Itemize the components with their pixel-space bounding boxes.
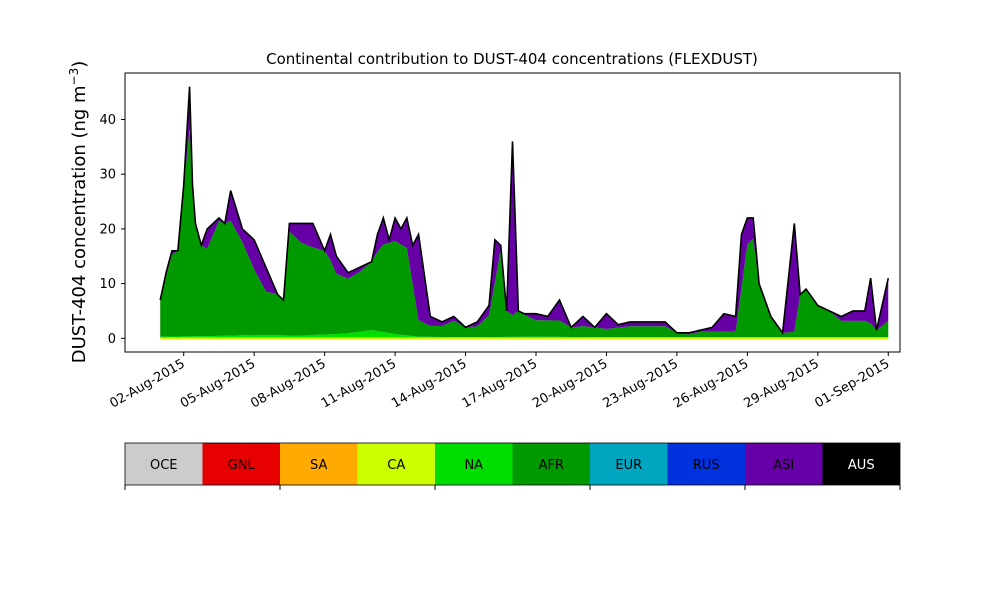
x-tick-label: 11-Aug-2015: [319, 356, 399, 411]
x-tick-label: 08-Aug-2015: [248, 356, 328, 411]
area-series-asi: [160, 86, 889, 335]
x-tick-label: 29-Aug-2015: [741, 356, 821, 411]
legend-swatch-gnl: [202, 443, 280, 485]
legend-swatch-afr: [512, 443, 590, 485]
plot-area: [159, 86, 890, 340]
legend-swatch-asi: [745, 443, 823, 485]
y-tick-label: 30: [99, 168, 116, 183]
x-tick-label: 23-Aug-2015: [601, 356, 681, 411]
y-tick-label: 20: [99, 222, 116, 237]
x-tick-label: 14-Aug-2015: [389, 356, 469, 411]
y-axis-label-exponent: −3: [67, 68, 81, 86]
legend-label-na: NA: [464, 458, 483, 473]
x-tick-label: 01-Sep-2015: [812, 356, 892, 411]
legend-swatch-rus: [667, 443, 745, 485]
legend-swatch-ca: [357, 443, 435, 485]
legend: OCE GNL SA CA NA AFR EUR RUS ASI AUS: [124, 442, 901, 490]
y-axis-label: DUST-404 concentration (ng m−3): [67, 61, 90, 364]
y-axis: 0 10 20 30 40: [99, 113, 125, 347]
x-tick-label: 05-Aug-2015: [178, 356, 258, 411]
legend-label-afr: AFR: [539, 458, 564, 473]
axes-frame: [124, 72, 901, 353]
area-series-na: [160, 330, 889, 339]
y-tick-label: 40: [99, 113, 116, 128]
legend-label-eur: EUR: [615, 458, 642, 473]
chart-title: Continental contribution to DUST-404 con…: [266, 50, 758, 68]
legend-swatch-sa: [280, 443, 358, 485]
legend-label-aus: AUS: [848, 458, 875, 473]
legend-label-ca: CA: [387, 458, 405, 473]
x-tick-label: 20-Aug-2015: [530, 356, 610, 411]
legend-label-sa: SA: [310, 458, 327, 473]
x-tick-label: 17-Aug-2015: [460, 356, 540, 411]
legend-label-asi: ASI: [773, 458, 794, 473]
y-axis-label-text: DUST-404 concentration (ng m: [69, 85, 90, 363]
x-axis: 02-Aug-201505-Aug-201508-Aug-201511-Aug-…: [107, 352, 892, 412]
legend-label-gnl: GNL: [228, 458, 256, 473]
legend-label-rus: RUS: [693, 458, 720, 473]
y-axis-label-close: ): [69, 61, 90, 68]
legend-label-oce: OCE: [150, 458, 178, 473]
x-tick-label: 02-Aug-2015: [107, 356, 187, 411]
y-tick-label: 0: [108, 332, 116, 347]
legend-swatch-eur: [590, 443, 668, 485]
legend-swatch-aus: [822, 443, 900, 485]
legend-frame: [124, 442, 901, 486]
line-series-total: [159, 86, 890, 336]
y-tick-label: 10: [99, 277, 116, 292]
legend-swatch-na: [435, 443, 513, 485]
legend-swatch-oce: [125, 443, 203, 485]
area-series-afr: [160, 128, 889, 338]
x-tick-label: 26-Aug-2015: [671, 356, 751, 411]
